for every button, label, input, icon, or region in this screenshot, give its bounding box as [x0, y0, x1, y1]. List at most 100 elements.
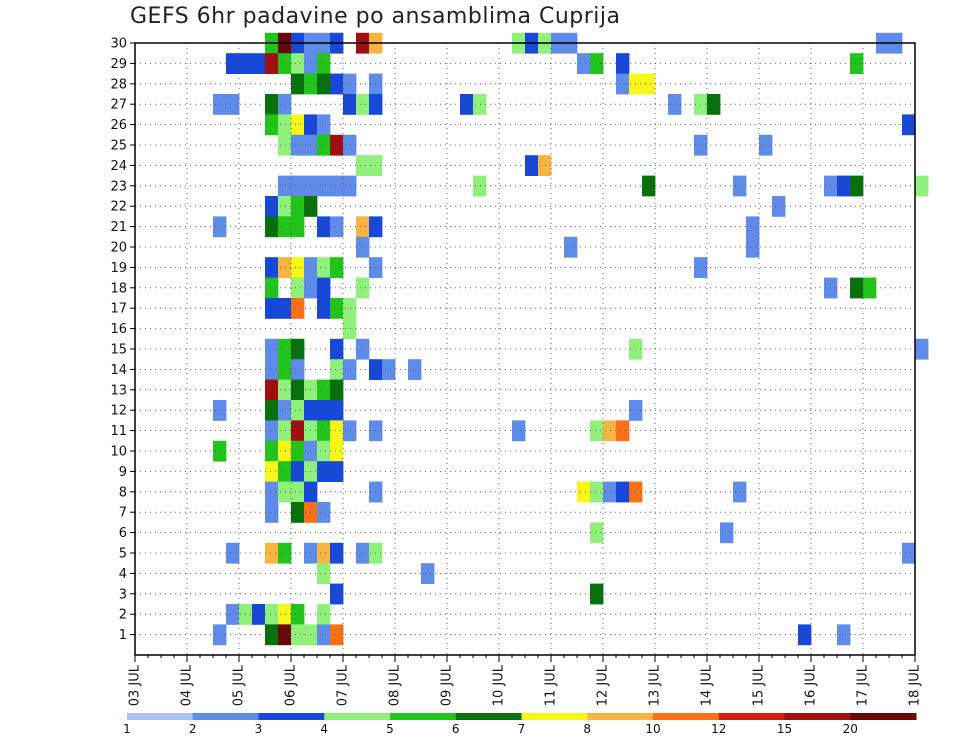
heatmap-cell [291, 502, 305, 523]
heatmap-cell [291, 461, 305, 482]
legend-swatch [521, 713, 588, 720]
heatmap-cell [330, 583, 344, 605]
y-tick-label: 9 [119, 465, 127, 480]
x-tick-label: 14 JUL [700, 664, 715, 706]
heatmap-cell [265, 196, 279, 217]
heatmap-cell [330, 461, 344, 482]
heatmap-cell [577, 481, 591, 503]
y-tick-label: 25 [110, 139, 127, 154]
heatmap-cell [343, 420, 357, 442]
heatmap-cell [356, 277, 370, 299]
heatmap-cell [590, 53, 604, 74]
heatmap-cell [265, 379, 279, 401]
x-tick-label: 04 JUL [180, 664, 195, 706]
heatmap-cell [252, 53, 266, 74]
heatmap-cell [278, 175, 292, 197]
y-tick-label: 2 [119, 608, 127, 623]
heatmap-cell [330, 175, 344, 197]
heatmap-cell [265, 461, 279, 482]
y-tick-label: 12 [110, 404, 127, 419]
heatmap-cell [356, 94, 370, 115]
y-tick-label: 20 [110, 241, 127, 256]
heatmap-cell [291, 196, 305, 217]
heatmap-cell [265, 277, 279, 299]
legend-label: 4 [320, 722, 328, 736]
heatmap-cell [330, 134, 344, 156]
heatmap-cell [265, 420, 279, 442]
y-tick-label: 24 [110, 159, 127, 174]
heatmap-cell [317, 440, 331, 462]
heatmap-cell [317, 420, 331, 442]
heatmap-cell [278, 481, 292, 503]
y-tick-label: 15 [110, 343, 127, 358]
heatmap-cell [317, 604, 331, 625]
y-tick-label: 18 [110, 281, 127, 296]
heatmap-cell [837, 624, 851, 646]
heatmap-cell [473, 94, 487, 115]
heatmap-cell [213, 440, 227, 462]
heatmap-cell [343, 134, 357, 156]
heatmap-cell [408, 359, 422, 380]
heatmap-cell [213, 400, 227, 421]
heatmap-cell [226, 94, 240, 115]
heatmap-cell [330, 359, 344, 380]
y-tick-label: 6 [119, 526, 127, 541]
legend-label: 10 [645, 722, 660, 736]
heatmap-cell [317, 134, 331, 156]
heatmap-cell [317, 73, 331, 95]
heatmap-cell [720, 522, 734, 544]
heatmap-cell [317, 400, 331, 421]
legend-swatch [653, 713, 720, 720]
heatmap-cell [278, 134, 292, 156]
heatmap-cell [460, 94, 474, 115]
heatmap-cell [278, 461, 292, 482]
heatmap-cell [915, 338, 929, 360]
legend-label: 7 [518, 722, 526, 736]
heatmap-cell [291, 379, 305, 401]
heatmap-cell [317, 114, 331, 136]
heatmap-cell [317, 277, 331, 299]
y-tick-label: 30 [110, 37, 127, 52]
heatmap-cell [278, 298, 292, 319]
heatmap-cell [343, 318, 357, 340]
legend-label: 8 [583, 722, 591, 736]
heatmap-cell [278, 542, 292, 564]
heatmap-cell [265, 502, 279, 523]
y-tick-label: 17 [110, 302, 127, 317]
legend-swatch [390, 713, 457, 720]
heatmap-cell [356, 216, 370, 238]
x-tick-label: 18 JUL [908, 664, 923, 706]
y-tick-label: 23 [110, 179, 127, 194]
heatmap-cell [642, 73, 656, 95]
heatmap-cell [590, 420, 604, 442]
heatmap-cell [291, 277, 305, 299]
legend-swatch [258, 713, 325, 720]
heatmap-cell [733, 175, 747, 197]
x-tick-label: 16 JUL [804, 664, 819, 706]
heatmap-cell [616, 73, 630, 95]
heatmap-cell [291, 624, 305, 646]
heatmap-cell [265, 53, 279, 74]
heatmap-cell [265, 94, 279, 115]
heatmap-cell [252, 604, 266, 625]
legend-label: 1 [123, 722, 131, 736]
x-tick-label: 10 JUL [492, 664, 507, 706]
legend-label: 15 [777, 722, 792, 736]
x-tick-label: 07 JUL [336, 664, 351, 706]
heatmap-cell [278, 257, 292, 278]
y-tick-label: 22 [110, 200, 127, 215]
x-tick-label: 13 JUL [648, 664, 663, 706]
heatmap-cell [863, 277, 877, 299]
legend-swatch [127, 713, 194, 720]
heatmap-cell [213, 216, 227, 238]
heatmap-cell [850, 277, 864, 299]
heatmap-cell [265, 440, 279, 462]
heatmap-cell [343, 73, 357, 95]
heatmap-cell [291, 73, 305, 95]
heatmap-cell [265, 359, 279, 380]
legend-swatch [192, 713, 259, 720]
heatmap-cell [343, 94, 357, 115]
heatmap-cell [642, 175, 656, 197]
y-tick-label: 29 [110, 57, 127, 72]
heatmap-cell [226, 542, 240, 564]
